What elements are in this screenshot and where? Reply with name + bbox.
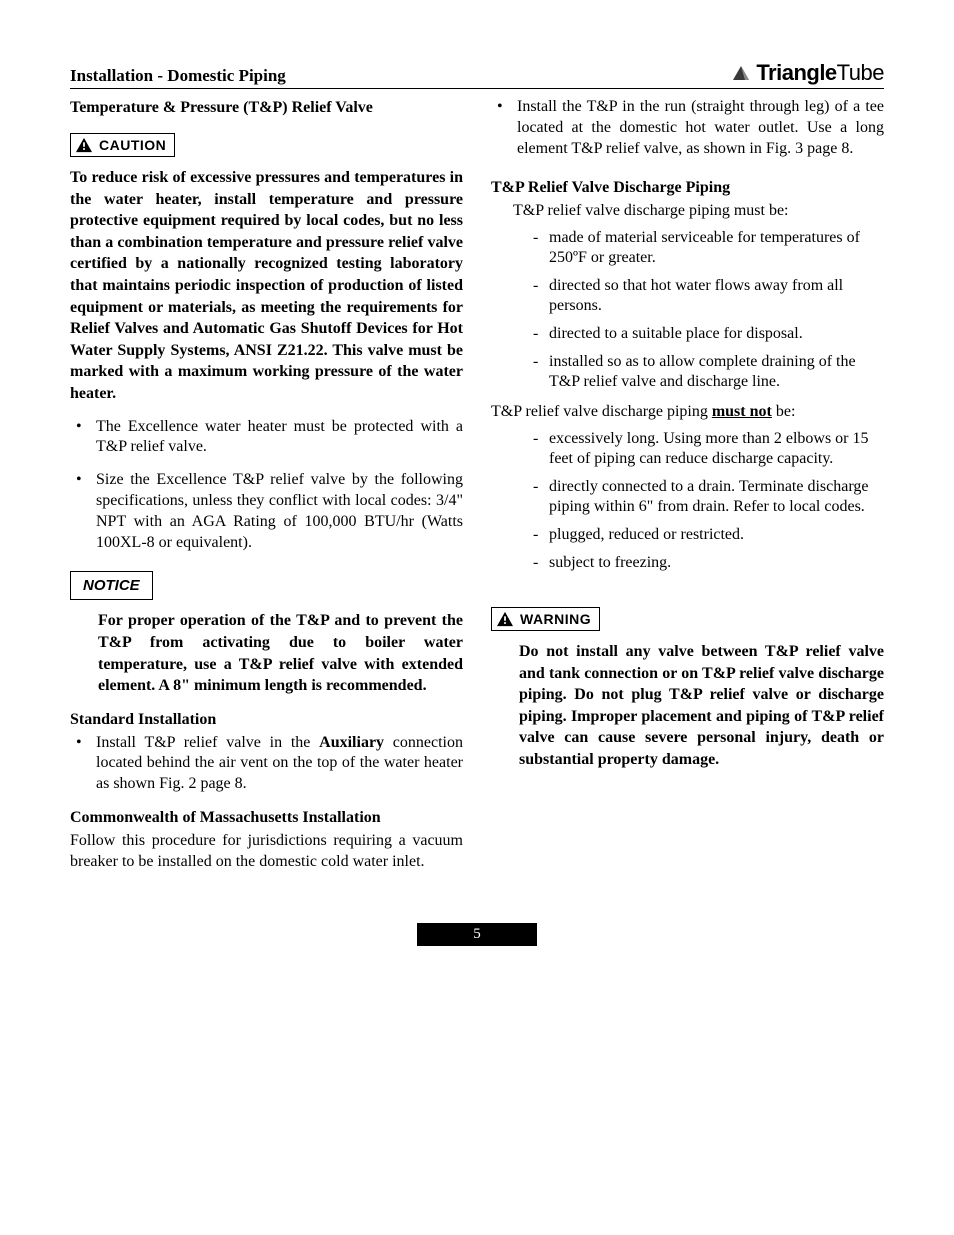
notice-body: For proper operation of the T&P and to p… bbox=[98, 610, 463, 696]
notice-callout: NOTICE bbox=[70, 571, 153, 600]
list-item: made of material serviceable for tempera… bbox=[533, 228, 884, 268]
caution-callout: CAUTION bbox=[70, 133, 175, 157]
must-intro: T&P relief valve discharge piping must b… bbox=[513, 201, 884, 222]
list-item: The Excellence water heater must be prot… bbox=[70, 417, 463, 459]
discharge-piping-title: T&P Relief Valve Discharge Piping bbox=[491, 179, 884, 197]
std-bullet-pre: Install T&P relief valve in the bbox=[96, 734, 319, 751]
mustnot-post: be: bbox=[772, 403, 796, 420]
tp-relief-title: Temperature & Pressure (T&P) Relief Valv… bbox=[70, 99, 463, 117]
notice-body-wrap: For proper operation of the T&P and to p… bbox=[70, 610, 463, 696]
warning-body: Do not install any valve between T&P rel… bbox=[519, 641, 884, 771]
right-column: Install the T&P in the run (straight thr… bbox=[491, 95, 884, 883]
page-number: 5 bbox=[417, 923, 537, 946]
content-columns: Temperature & Pressure (T&P) Relief Valv… bbox=[70, 95, 884, 883]
must-section: T&P relief valve discharge piping must b… bbox=[491, 201, 884, 392]
warning-triangle-icon bbox=[75, 137, 93, 153]
page-header-title: Installation - Domestic Piping bbox=[70, 66, 286, 86]
warning-label: WARNING bbox=[520, 611, 591, 627]
mustnot-underline: must not bbox=[712, 403, 772, 420]
mass-install-title: Commonwealth of Massachusetts Installati… bbox=[70, 809, 463, 827]
mustnot-intro: T&P relief valve discharge piping must n… bbox=[491, 402, 884, 423]
triangle-logo-icon bbox=[731, 63, 751, 83]
warning-body-wrap: Do not install any valve between T&P rel… bbox=[491, 641, 884, 771]
list-item: subject to freezing. bbox=[533, 553, 884, 573]
list-item: plugged, reduced or restricted. bbox=[533, 525, 884, 545]
list-item: Install the T&P in the run (straight thr… bbox=[491, 97, 884, 159]
list-item: excessively long. Using more than 2 elbo… bbox=[533, 429, 884, 469]
warning-callout: WARNING bbox=[491, 607, 600, 631]
mustnot-list: excessively long. Using more than 2 elbo… bbox=[533, 429, 884, 573]
left-column: Temperature & Pressure (T&P) Relief Valv… bbox=[70, 95, 463, 883]
list-item: installed so as to allow complete draini… bbox=[533, 352, 884, 392]
mass-install-body: Follow this procedure for jurisdictions … bbox=[70, 831, 463, 873]
list-item: Size the Excellence T&P relief valve by … bbox=[70, 470, 463, 553]
caution-label: CAUTION bbox=[99, 137, 166, 153]
list-item: directly connected to a drain. Terminate… bbox=[533, 477, 884, 517]
list-item: directed so that hot water flows away fr… bbox=[533, 276, 884, 316]
notice-label: NOTICE bbox=[71, 574, 152, 597]
brand-text-light: Tube bbox=[837, 60, 884, 86]
std-bullet-bold: Auxiliary bbox=[319, 734, 384, 751]
warning-triangle-icon bbox=[496, 611, 514, 627]
must-list: made of material serviceable for tempera… bbox=[533, 228, 884, 392]
right-top-bullet: Install the T&P in the run (straight thr… bbox=[491, 97, 884, 159]
brand-logo: TriangleTube bbox=[731, 60, 884, 86]
standard-install-title: Standard Installation bbox=[70, 711, 463, 729]
mustnot-pre: T&P relief valve discharge piping bbox=[491, 403, 712, 420]
header-row: Installation - Domestic Piping TriangleT… bbox=[70, 60, 884, 89]
list-item: Install T&P relief valve in the Auxiliar… bbox=[70, 733, 463, 795]
caution-body: To reduce risk of excessive pressures an… bbox=[70, 167, 463, 405]
standard-install-list: Install T&P relief valve in the Auxiliar… bbox=[70, 733, 463, 795]
list-item: directed to a suitable place for disposa… bbox=[533, 324, 884, 344]
brand-text-bold: Triangle bbox=[756, 60, 836, 86]
left-bullet-list: The Excellence water heater must be prot… bbox=[70, 417, 463, 554]
